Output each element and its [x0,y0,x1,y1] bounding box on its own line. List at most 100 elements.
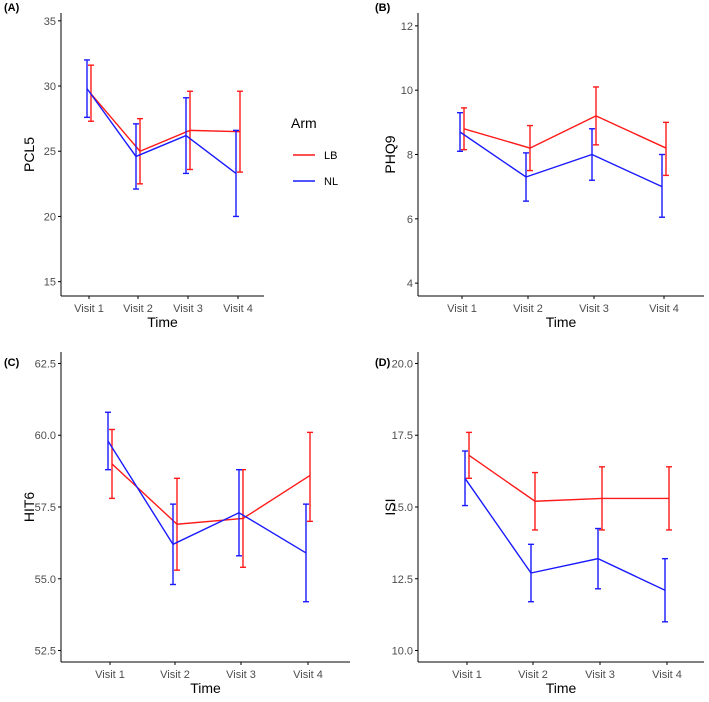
series-lb [88,64,243,185]
series-lb [461,86,669,177]
x-tick-label: Visit 3 [585,669,615,681]
x-tick-label: Visit 4 [293,669,323,681]
x-tick-label: Visit 1 [95,669,125,681]
y-tick-label: 60.0 [35,430,56,442]
series-line [86,88,237,174]
x-tick-label: Visit 2 [513,303,543,315]
panel-a: (A) 15 20 25 30 35 Visit 1 Visit 2 Visit 3 Visit … [4,2,264,330]
y-tick-label: 12.5 [392,574,413,586]
x-axis-title: Time [147,314,178,330]
series-line [107,440,307,554]
y-axis-title: PHQ9 [382,135,398,173]
y-tick-label: 35 [44,16,56,28]
error-bar [462,450,468,507]
y-tick-label: 25 [44,146,56,158]
y-tick-label: 4 [407,278,413,290]
error-bar [236,468,242,557]
x-tick-label: Visit 2 [160,669,190,681]
y-tick-label: 10 [401,85,413,97]
x-tick-label: Visit 4 [649,303,679,315]
panel-d: (D) 10.0 12.5 15.0 17.5 20.0 Visit 1 Visit 2 Vis… [375,352,704,696]
series-line [468,454,669,502]
error-bar [466,431,472,479]
panel-label: (B) [375,2,391,14]
error-bar [105,411,111,471]
error-bar [659,153,665,218]
x-tick-label: Visit 2 [123,303,153,315]
error-bar [527,124,533,172]
y-tick-label: 62.5 [35,358,56,370]
y-tick-label: 10.0 [392,646,413,658]
y-tick-label: 12 [401,21,413,33]
y-tick-label: 15 [44,277,56,289]
series-nl [105,411,309,603]
y-tick-label: 30 [44,81,56,93]
error-bar [303,503,309,603]
legend-title: Arm [291,115,317,131]
error-bar [589,128,595,181]
x-tick-label: Visit 4 [223,303,253,315]
y-tick-label: 57.5 [35,502,56,514]
series-line [463,115,667,149]
error-bar [109,428,115,500]
x-tick-label: Visit 2 [518,669,548,681]
y-tick-label: 55.0 [35,574,56,586]
x-tick-label: Visit 3 [579,303,609,315]
error-bar [663,121,669,177]
x-tick-label: Visit 1 [447,303,477,315]
error-bar [599,466,605,531]
error-bar [523,152,529,202]
error-bar [137,117,143,185]
y-axis-title: HIT6 [21,492,37,523]
series-line [111,463,311,525]
error-bar [187,90,193,171]
series-line [90,93,241,153]
error-bar [662,557,668,623]
x-tick-label: Visit 3 [173,303,203,315]
series-nl [457,111,665,218]
error-bar [532,471,538,531]
error-bar [84,59,90,119]
error-bar [133,123,139,190]
y-tick-label: 20 [44,211,56,223]
series-line [459,131,663,188]
legend-label-nl: NL [324,176,338,188]
series-nl [462,450,668,623]
x-axis-title: Time [546,314,577,330]
legend-label-lb: LB [324,150,337,162]
y-axis-title: ISI [382,498,398,515]
x-axis-title: Time [190,680,221,696]
panel-c: (C) 52.5 55.0 57.5 60.0 62.5 Visit 1 Visit 2 Vis… [4,352,350,696]
error-bar [174,477,180,571]
error-bar [461,107,467,151]
panel-b: (B) 4 6 8 10 12 Visit 1 Visit 2 Visit 3 Visit 4 Ti… [375,2,704,330]
x-tick-label: Visit 1 [452,669,482,681]
error-bar [307,431,313,523]
y-tick-label: 15.0 [392,502,413,514]
error-bar [528,543,534,603]
series-line [464,477,666,591]
series-nl [84,59,239,218]
panel-label: (C) [4,357,20,369]
y-tick-label: 20.0 [392,358,413,370]
series-lb [466,431,672,531]
x-tick-label: Visit 1 [74,303,104,315]
error-bar [233,129,239,218]
y-tick-label: 8 [407,150,413,162]
error-bar [666,466,672,531]
error-bar [237,90,243,173]
y-axis-title: PCL5 [21,137,37,172]
error-bar [457,111,463,152]
error-bar [595,527,601,590]
x-tick-label: Visit 4 [652,669,682,681]
series-lb [109,428,313,571]
legend: Arm LB NL [291,115,338,188]
x-tick-label: Visit 3 [226,669,256,681]
y-tick-label: 52.5 [35,646,56,658]
panel-label: (D) [375,357,391,369]
error-bar [170,503,176,586]
error-bar [183,97,189,175]
panel-label: (A) [4,2,20,14]
